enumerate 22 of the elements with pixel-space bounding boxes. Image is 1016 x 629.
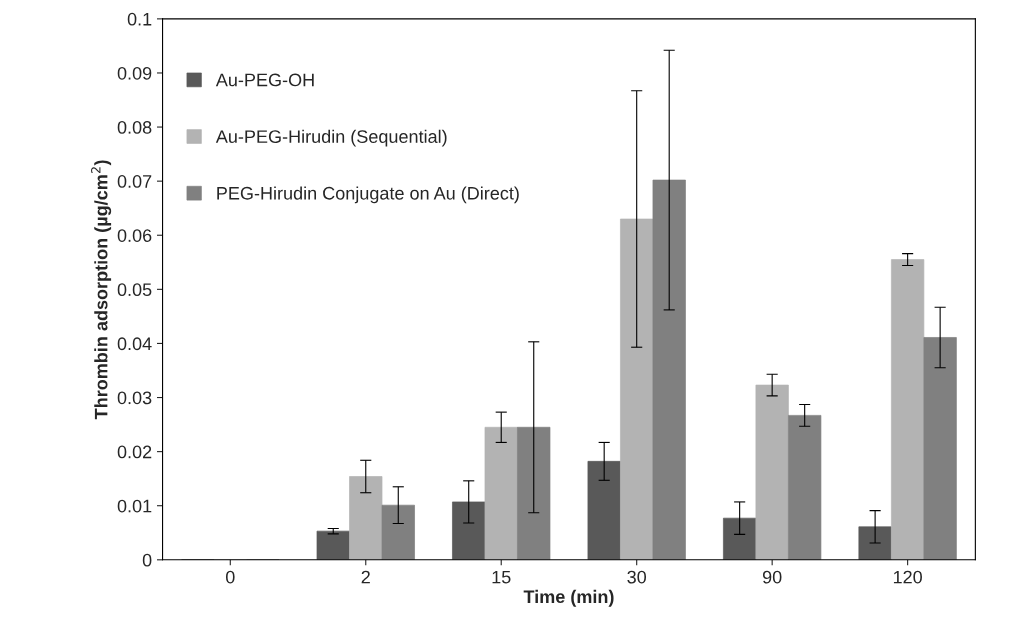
y-tick-label: 0.06	[117, 229, 152, 242]
y-tick-label: 0	[142, 553, 152, 567]
legend-label: Au-PEG-OH	[215, 73, 314, 87]
y-tick-label: 0.02	[117, 445, 152, 459]
x-tick-label: 120	[893, 570, 922, 584]
y-tick-label: 0.01	[117, 499, 152, 513]
y-tick-label: 0.04	[117, 337, 152, 351]
x-tick-label: 30	[627, 570, 647, 584]
y-tick-label: 0.1	[127, 12, 152, 26]
legend-label: Au-PEG-Hirudin (Sequential)	[215, 129, 447, 147]
x-tick-label: 90	[762, 570, 782, 584]
y-tick-label: 0.03	[117, 391, 152, 405]
x-tick-label: 2	[361, 570, 370, 584]
y-axis-title: Thrombin adsorption (µg/cm$^{2}$)	[91, 160, 112, 420]
x-tick-label: 15	[492, 570, 511, 584]
y-tick-label: 0.05	[117, 283, 152, 297]
x-tick-label: 0	[225, 570, 235, 584]
legend-label: PEG-Hirudin Conjugate on Au (Direct)	[217, 186, 519, 204]
y-tick-label: 0.09	[117, 66, 152, 80]
y-tick-label: 0.08	[117, 120, 152, 134]
y-tick-label: 0.07	[117, 175, 152, 188]
x-axis-title: Time (min)	[523, 589, 614, 607]
